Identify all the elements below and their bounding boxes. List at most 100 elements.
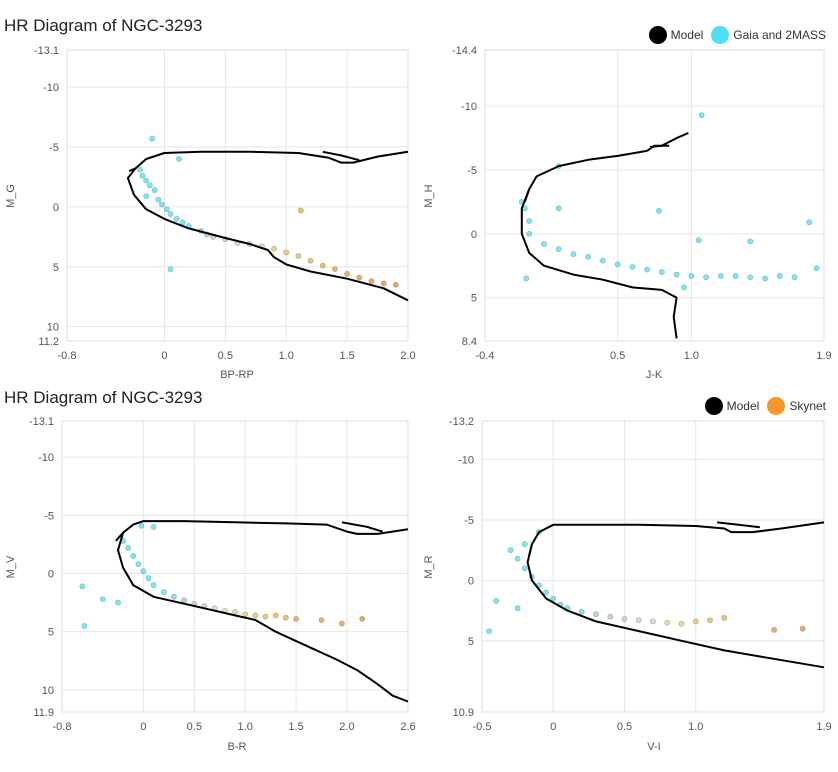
data-point	[79, 583, 86, 590]
legend-swatch-gaia	[711, 26, 730, 44]
data-point	[486, 628, 493, 634]
x-tick-label: 2.0	[339, 721, 354, 733]
x-tick-label: 1.0	[279, 350, 294, 362]
plot-frame	[481, 420, 825, 713]
legend-item-gaia[interactable]: Gaia and 2MASS	[711, 26, 826, 44]
data-point	[297, 207, 304, 214]
data-point	[283, 249, 290, 256]
data-point	[688, 273, 695, 279]
data-point	[507, 547, 514, 554]
x-axis-label: B-R	[228, 741, 247, 753]
row2-title: HR Diagram of NGC-3293	[4, 388, 203, 407]
data-point	[242, 611, 249, 618]
x-tick-label: 1.9	[816, 721, 831, 733]
data-point	[707, 617, 713, 624]
x-tick-label: 1.5	[339, 350, 354, 362]
data-point	[271, 245, 277, 252]
data-point	[695, 237, 702, 244]
data-point	[791, 274, 798, 281]
x-tick-label: 1.0	[688, 721, 703, 733]
x-tick-label: 2.0	[400, 350, 415, 362]
data-point	[125, 544, 132, 551]
data-point	[621, 616, 628, 622]
y-axis-label: M_H	[423, 184, 435, 207]
row1-title: HR Diagram of NGC-3293	[4, 16, 203, 35]
data-point	[521, 565, 528, 572]
x-tick-label: 0.5	[187, 721, 202, 733]
y-tick-label: 0	[471, 229, 477, 241]
legend-row1: Model Gaia and 2MASS	[641, 26, 826, 44]
data-point	[717, 273, 724, 279]
data-point	[81, 622, 88, 629]
data-point	[282, 614, 289, 621]
y-tick-label: -10	[43, 82, 59, 94]
x-tick-label: 0.5	[218, 350, 233, 362]
data-point	[776, 273, 783, 279]
data-point	[232, 608, 238, 615]
legend-label-model: Model	[670, 28, 704, 42]
data-point	[159, 201, 165, 208]
data-point	[747, 238, 754, 245]
x-tick-label: 0	[140, 721, 146, 733]
y-tick-label: 11.9	[33, 707, 54, 719]
legend-row2: Model Skynet	[697, 397, 826, 415]
model-line	[520, 188, 678, 339]
y-axis-label: M_G	[5, 184, 17, 208]
data-point	[673, 271, 680, 278]
data-point	[171, 593, 177, 600]
data-point	[140, 568, 147, 575]
data-point	[523, 275, 530, 282]
data-point	[307, 257, 314, 264]
x-tick-label: -0.8	[58, 350, 77, 362]
y-tick-label: 0	[468, 575, 474, 587]
legend-item-model[interactable]: Model	[648, 26, 704, 44]
data-point	[681, 284, 687, 291]
y-tick-label: 10	[42, 685, 54, 697]
legend-label-model-2: Model	[726, 399, 760, 413]
data-point	[762, 275, 768, 282]
x-tick-label: 0	[550, 721, 556, 733]
y-tick-label: -13.2	[449, 416, 474, 428]
model-line	[128, 150, 409, 172]
x-tick-label: 1.0	[238, 721, 253, 733]
data-point	[813, 265, 820, 272]
data-point	[629, 264, 636, 270]
data-point	[359, 615, 366, 622]
data-point	[173, 215, 180, 222]
data-point	[115, 599, 121, 606]
data-point	[514, 555, 521, 562]
legend-item-model-2[interactable]: Model	[704, 397, 760, 415]
model-line	[126, 167, 409, 302]
data-point	[130, 553, 137, 559]
data-point	[550, 595, 557, 602]
data-point	[526, 230, 533, 237]
data-point	[698, 112, 705, 118]
data-point	[747, 274, 754, 281]
model-line	[341, 521, 383, 533]
x-tick-label: -0.8	[53, 721, 72, 733]
data-point	[806, 219, 813, 226]
data-point	[145, 575, 152, 582]
data-point	[635, 617, 642, 624]
legend-item-skynet[interactable]: Skynet	[767, 397, 826, 415]
data-point	[543, 589, 550, 596]
x-axis-label: V-I	[647, 741, 660, 753]
data-point	[146, 182, 153, 189]
data-point	[151, 187, 158, 194]
x-tick-label: 0.5	[617, 721, 632, 733]
data-point	[541, 241, 547, 247]
data-point	[493, 598, 500, 604]
legend-swatch-model-2	[704, 397, 723, 415]
data-point	[593, 611, 599, 618]
data-point	[721, 614, 728, 621]
data-point	[139, 172, 146, 179]
x-tick-label: -0.4	[476, 350, 495, 362]
model-line	[322, 150, 360, 162]
data-point	[732, 273, 739, 279]
plot-frame	[484, 49, 825, 342]
data-point	[678, 620, 685, 627]
data-point	[344, 271, 351, 277]
y-axis-label: M_R	[423, 555, 435, 578]
model-line	[115, 520, 409, 542]
